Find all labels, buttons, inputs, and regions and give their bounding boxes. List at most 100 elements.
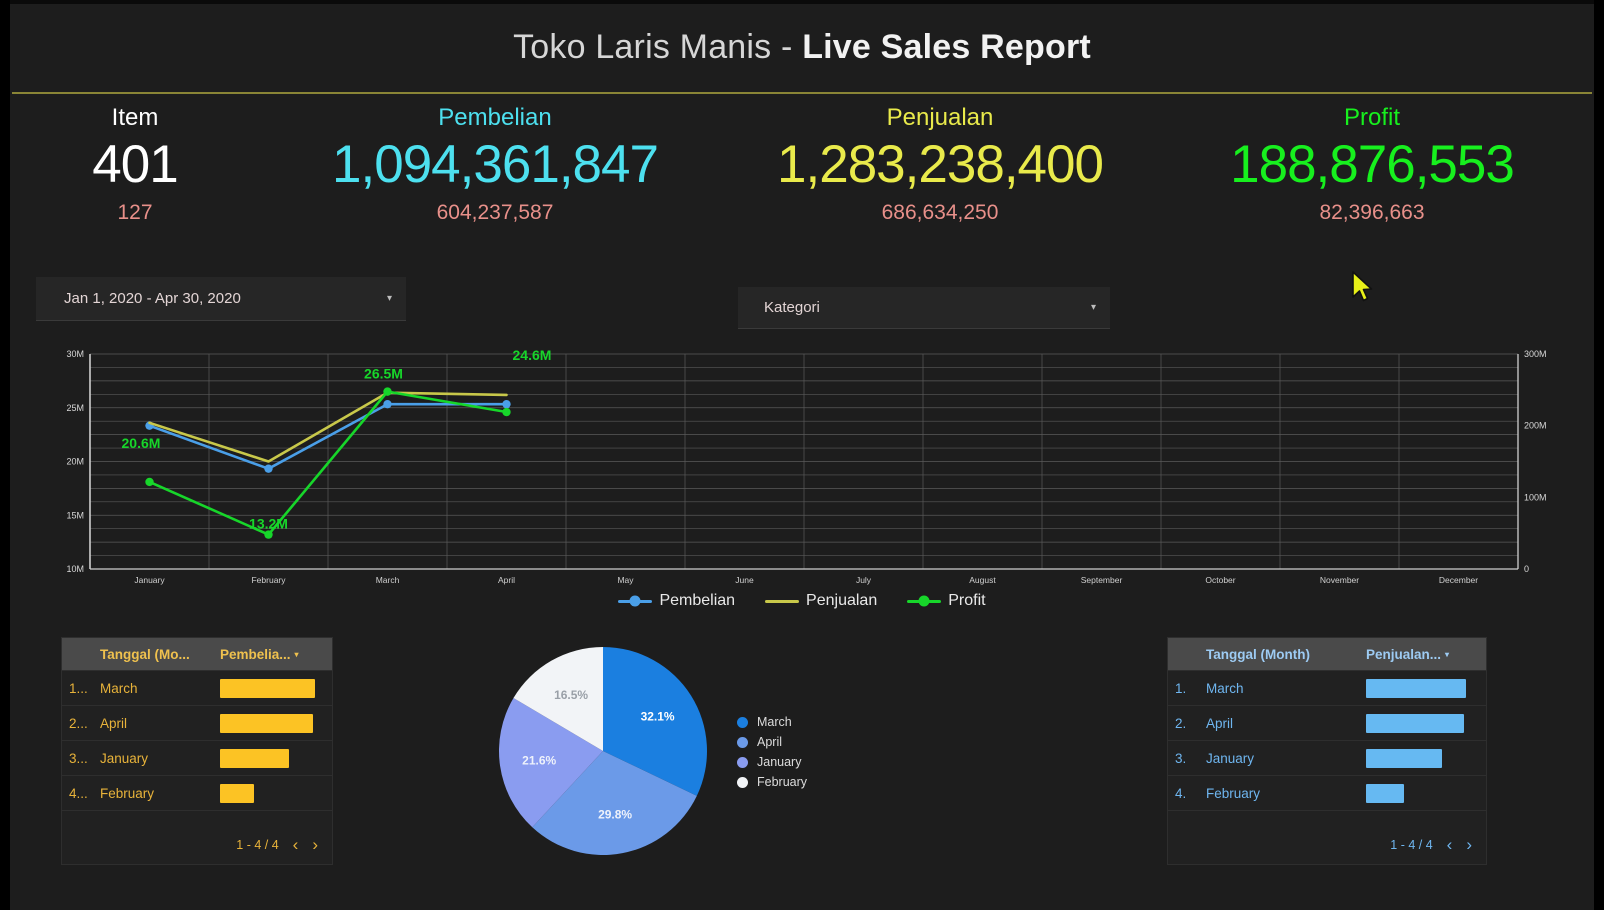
row-dimension: April — [100, 715, 128, 731]
scorecard-pembelian: Pembelian 1,094,361,847 604,237,587 — [260, 104, 730, 254]
table-penjualan[interactable]: Tanggal (Month) Penjualan... ▾ 1. March 2.… — [1167, 637, 1487, 865]
row-index: 3... — [69, 750, 88, 766]
row-dimension: February — [1206, 785, 1261, 801]
svg-text:October: October — [1205, 575, 1235, 585]
header-divider — [12, 92, 1592, 94]
header-metric[interactable]: Pembelia... ▾ — [220, 647, 332, 662]
svg-text:13.2M: 13.2M — [249, 516, 288, 532]
scorecard-label: Item — [111, 104, 159, 131]
pagination-next-button[interactable]: › — [312, 835, 318, 854]
table-row[interactable]: 2... April — [62, 706, 332, 741]
pie-legend-item[interactable]: March — [737, 712, 807, 732]
pie-slice[interactable] — [513, 647, 603, 751]
row-metric-bar-cell — [220, 748, 332, 768]
pagination-next-button[interactable]: › — [1466, 835, 1472, 854]
pagination-prev-button[interactable]: ‹ — [1446, 835, 1453, 854]
svg-text:November: November — [1320, 575, 1359, 585]
svg-text:15M: 15M — [66, 510, 84, 520]
header-metric-label: Pembelia... — [220, 646, 291, 662]
pie-chart[interactable]: 32.1% 29.8% 21.6% 16.5% — [497, 645, 709, 857]
pagination-range: 1 - 4 / 4 — [1390, 838, 1433, 852]
table-footer: 1 - 4 / 4 ‹ › — [1168, 826, 1486, 864]
line-chart[interactable]: 30M 25M 20M 15M 10M 300M 200M 100M 0 January Febru… — [42, 342, 1558, 617]
pagination-prev-button[interactable]: ‹ — [292, 835, 299, 854]
kategori-filter[interactable]: Kategori ▾ — [738, 287, 1110, 329]
row-metric-bar-cell — [1366, 783, 1486, 803]
pie-slice[interactable] — [532, 751, 697, 856]
row-dimension: February — [100, 785, 155, 801]
pie-legend-item[interactable]: April — [737, 732, 807, 752]
scorecard-value: 401 — [92, 135, 178, 194]
legend-item-penjualan[interactable]: Penjualan — [765, 592, 877, 610]
pie-slice[interactable] — [603, 647, 707, 796]
table-pembelian[interactable]: Tanggal (Mo... Pembelia... ▾ 1... March 2.… — [61, 637, 333, 865]
legend-item-pembelian[interactable]: Pembelian — [618, 592, 735, 610]
svg-text:10M: 10M — [66, 564, 84, 574]
header-metric-label: Penjualan... — [1366, 646, 1442, 662]
scorecard-value: 1,283,238,400 — [777, 135, 1104, 194]
row-dimension: April — [1206, 715, 1234, 731]
scorecard-comparison: 686,634,250 — [881, 201, 999, 225]
row-metric-bar-cell — [1366, 748, 1486, 768]
svg-text:20M: 20M — [66, 457, 84, 467]
table-row[interactable]: 1. March — [1168, 671, 1486, 706]
page-title-plain: Toko Laris Manis - — [513, 27, 803, 66]
row-index: 3. — [1175, 750, 1187, 766]
scorecard-label: Penjualan — [886, 104, 994, 131]
scorecard-comparison: 82,396,663 — [1319, 201, 1425, 225]
legend-label: Pembelian — [659, 592, 736, 609]
metric-bar — [1366, 678, 1466, 698]
pie-slice-label: 29.8% — [598, 807, 632, 821]
row-metric-bar-cell — [1366, 678, 1486, 698]
svg-text:20.6M: 20.6M — [122, 435, 161, 451]
chevron-down-icon: ▾ — [1090, 302, 1096, 313]
page-title-bold: Live Sales Report — [802, 27, 1091, 66]
header-dimension[interactable]: Tanggal (Month) — [1206, 646, 1310, 662]
table-row[interactable]: 1... March — [62, 671, 332, 706]
pie-legend-swatch — [737, 736, 748, 748]
metric-bar — [1366, 748, 1442, 768]
pie-slice[interactable] — [498, 698, 603, 828]
pie-legend-item[interactable]: February — [737, 772, 807, 792]
pie-slice-label: 16.5% — [554, 688, 588, 702]
metric-bar — [220, 748, 290, 768]
metric-bar — [1366, 783, 1404, 803]
legend-label: Profit — [948, 592, 986, 609]
row-index: 4... — [69, 785, 88, 801]
pie-slice-label: 21.6% — [522, 753, 556, 767]
mouse-pointer-icon — [1352, 271, 1373, 302]
table-row[interactable]: 4... February — [62, 776, 332, 811]
table-row[interactable]: 3... January — [62, 741, 332, 776]
svg-text:June: June — [735, 575, 754, 585]
row-metric-bar-cell — [1366, 713, 1486, 733]
row-dimension: January — [1206, 750, 1255, 766]
metric-bar — [220, 713, 314, 733]
legend-item-profit[interactable]: Profit — [907, 592, 986, 610]
svg-text:200M: 200M — [1524, 421, 1547, 431]
row-metric-bar-cell — [220, 713, 332, 733]
pie-legend-item[interactable]: January — [737, 752, 807, 772]
row-index: 2. — [1175, 715, 1187, 731]
report-header: Toko Laris Manis - Live Sales Report — [10, 4, 1594, 90]
table-row[interactable]: 4. February — [1168, 776, 1486, 811]
pie-legend-label: March — [757, 715, 792, 729]
svg-text:30M: 30M — [66, 349, 84, 359]
line-chart-legend: Pembelian Penjualan Profit — [0, 592, 1604, 610]
line-chart-svg: 30M 25M 20M 15M 10M 300M 200M 100M 0 January Febru… — [66, 347, 1547, 585]
header-dimension[interactable]: Tanggal (Mo... — [100, 646, 190, 662]
right-edge — [1594, 0, 1604, 910]
pagination-range: 1 - 4 / 4 — [236, 838, 279, 852]
date-range-filter[interactable]: Jan 1, 2020 - Apr 30, 2020 ▾ — [36, 277, 406, 321]
svg-text:December: December — [1439, 575, 1478, 585]
svg-text:July: July — [856, 575, 872, 585]
header-metric[interactable]: Penjualan... ▾ — [1366, 647, 1486, 662]
svg-text:300M: 300M — [1524, 349, 1547, 359]
row-dimension: March — [1206, 680, 1244, 696]
scorecard-row: Item 401 127 Pembelian 1,094,361,847 604… — [10, 104, 1594, 254]
table-row[interactable]: 2. April — [1168, 706, 1486, 741]
table-row[interactable]: 3. January — [1168, 741, 1486, 776]
table-body: 1. March 2. April 3. January 4. February — [1168, 671, 1486, 811]
row-metric-bar-cell — [220, 678, 332, 698]
row-metric-bar-cell — [220, 783, 332, 803]
table-header-row: Tanggal (Mo... Pembelia... ▾ — [62, 638, 332, 671]
